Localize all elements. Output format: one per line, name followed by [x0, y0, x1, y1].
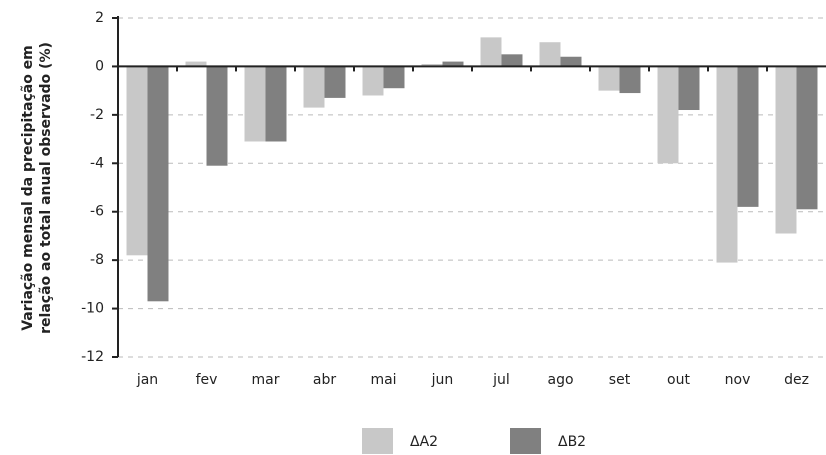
bar: [657, 66, 679, 164]
x-tick-label: mai: [370, 372, 396, 388]
x-tick-label: jul: [492, 372, 510, 388]
bar: [324, 66, 346, 98]
bar: [598, 66, 620, 91]
bar: [539, 42, 561, 67]
y-tick-label: -4: [90, 155, 104, 171]
bar: [244, 66, 266, 142]
x-tick-label: jun: [431, 372, 454, 388]
legend-label: ΔB2: [558, 434, 586, 450]
y-tick-label: -12: [81, 349, 104, 365]
legend-swatch: [510, 428, 541, 454]
x-tick-label: abr: [313, 372, 336, 388]
bar: [206, 66, 228, 166]
bar: [501, 54, 523, 67]
bar: [796, 66, 818, 210]
bar: [775, 66, 797, 234]
bar: [716, 66, 738, 263]
y-axis-label: relação ao total anual observado (%): [38, 42, 54, 334]
x-tick-label: out: [667, 372, 690, 388]
y-tick-label: -10: [81, 301, 104, 317]
bar: [737, 66, 759, 207]
x-tick-label: mar: [252, 372, 280, 388]
x-tick-label: nov: [725, 372, 751, 388]
y-tick-label: 0: [95, 58, 104, 74]
legend-label: ΔA2: [410, 434, 438, 450]
bar: [126, 66, 148, 256]
bar: [362, 66, 384, 96]
x-tick-label: jan: [136, 372, 158, 388]
x-tick-label: fev: [196, 372, 218, 388]
y-tick-label: -2: [90, 107, 104, 123]
legend-swatch: [362, 428, 393, 454]
x-tick-label: set: [609, 372, 631, 388]
y-tick-label: -6: [90, 204, 104, 220]
bar: [442, 61, 464, 67]
x-tick-label: dez: [784, 372, 809, 388]
y-tick-label: -8: [90, 252, 104, 268]
bar: [480, 37, 502, 67]
bar: [147, 66, 169, 302]
y-axis-label: Variação mensal da precipitação em: [20, 45, 36, 331]
bar: [383, 66, 405, 89]
bar: [185, 61, 207, 67]
x-tick-label: ago: [547, 372, 573, 388]
y-tick-label: 2: [95, 10, 104, 26]
bar: [560, 56, 582, 67]
bar: [421, 64, 443, 67]
bar: [678, 66, 700, 111]
bar: [303, 66, 325, 108]
bar: [619, 66, 641, 94]
bar: [265, 66, 287, 142]
